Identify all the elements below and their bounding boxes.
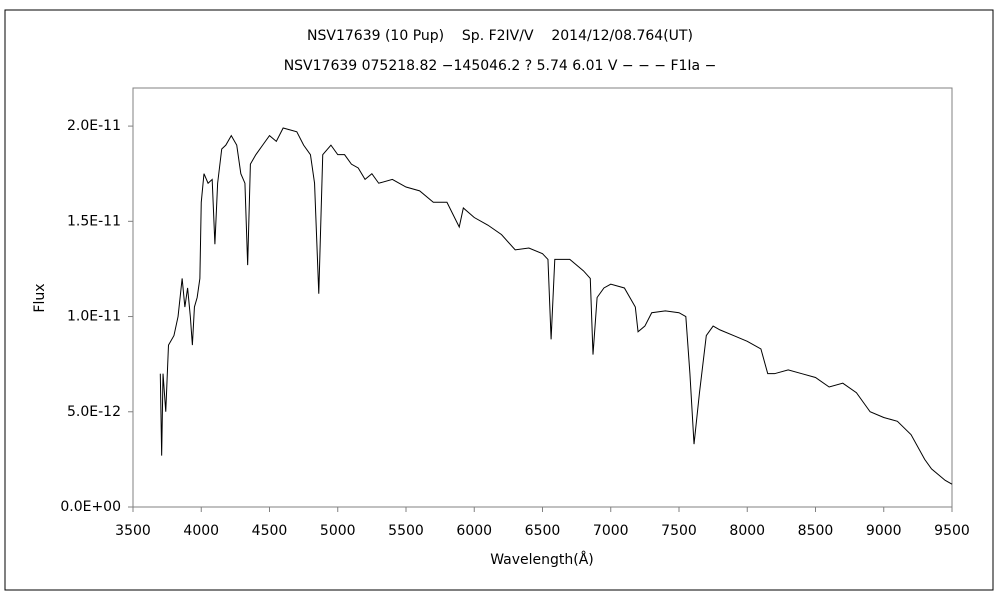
x-tick-label: 3500 bbox=[115, 523, 151, 539]
y-tick-label: 1.5E-11 bbox=[67, 213, 121, 229]
chart-subtitle: NSV17639 075218.82 −145046.2 ? 5.74 6.01… bbox=[284, 58, 717, 74]
x-tick-label: 5000 bbox=[320, 523, 356, 539]
x-tick-label: 9000 bbox=[866, 523, 902, 539]
frame bbox=[4, 9, 994, 591]
x-tick-label: 8500 bbox=[798, 523, 834, 539]
x-tick-label: 4500 bbox=[252, 523, 288, 539]
chart-title: NSV17639 (10 Pup) Sp. F2IV/V 2014/12/08.… bbox=[307, 28, 693, 44]
x-tick-label: 8000 bbox=[729, 523, 765, 539]
x-tick-label: 9500 bbox=[934, 523, 970, 539]
x-tick-label: 7000 bbox=[593, 523, 629, 539]
y-tick-label: 0.0E+00 bbox=[60, 499, 121, 515]
x-tick-label: 5500 bbox=[388, 523, 424, 539]
x-axis-label: Wavelength(Å) bbox=[490, 551, 594, 568]
y-tick-label: 2.0E-11 bbox=[67, 118, 121, 134]
x-tick-label: 4000 bbox=[183, 523, 219, 539]
x-tick-label: 7500 bbox=[661, 523, 697, 539]
y-tick-label: 5.0E-12 bbox=[67, 404, 121, 420]
x-tick-label: 6000 bbox=[456, 523, 492, 539]
spectrum-line bbox=[159, 127, 953, 485]
y-tick-label: 1.0E-11 bbox=[67, 309, 121, 325]
y-axis-label: Flux bbox=[32, 283, 48, 312]
x-tick-label: 6500 bbox=[525, 523, 561, 539]
